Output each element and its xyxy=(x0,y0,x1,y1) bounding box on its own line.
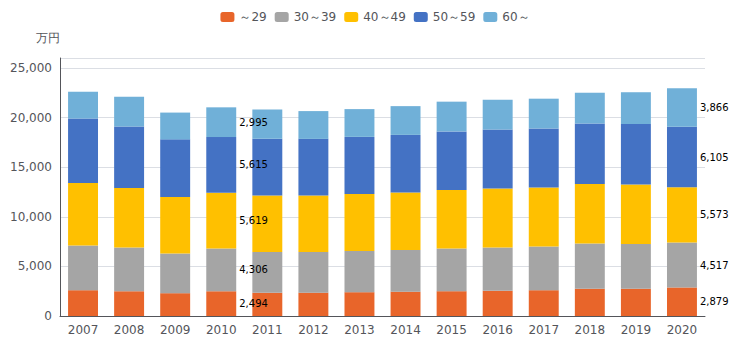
svg-text:5,619: 5,619 xyxy=(239,215,268,226)
svg-text:2,879: 2,879 xyxy=(700,296,729,307)
svg-text:3,866: 3,866 xyxy=(700,102,729,113)
svg-text:40～49: 40～49 xyxy=(363,10,406,24)
svg-text:2014: 2014 xyxy=(390,323,421,337)
svg-text:4,517: 4,517 xyxy=(700,260,729,271)
svg-text:2007: 2007 xyxy=(68,323,99,337)
svg-text:50～59: 50～59 xyxy=(433,10,476,24)
svg-text:5,000: 5,000 xyxy=(18,259,52,273)
svg-text:2,494: 2,494 xyxy=(239,298,268,309)
svg-text:2008: 2008 xyxy=(114,323,145,337)
svg-text:2012: 2012 xyxy=(298,323,329,337)
svg-text:2017: 2017 xyxy=(528,323,559,337)
svg-text:5,615: 5,615 xyxy=(239,159,268,170)
svg-text:10,000: 10,000 xyxy=(10,210,52,224)
svg-text:万円: 万円 xyxy=(36,31,60,45)
svg-text:2019: 2019 xyxy=(621,323,652,337)
svg-text:2015: 2015 xyxy=(436,323,467,337)
svg-text:2016: 2016 xyxy=(482,323,513,337)
svg-text:～29: ～29 xyxy=(239,10,266,24)
svg-text:2013: 2013 xyxy=(344,323,375,337)
svg-text:6,105: 6,105 xyxy=(700,152,729,163)
svg-text:30～39: 30～39 xyxy=(294,10,337,24)
svg-text:4,306: 4,306 xyxy=(239,264,268,275)
svg-text:20,000: 20,000 xyxy=(10,111,52,125)
svg-text:2,995: 2,995 xyxy=(239,117,268,128)
svg-text:2009: 2009 xyxy=(160,323,191,337)
svg-text:15,000: 15,000 xyxy=(10,160,52,174)
svg-text:2011: 2011 xyxy=(252,323,283,337)
svg-text:2020: 2020 xyxy=(667,323,698,337)
svg-text:60～: 60～ xyxy=(502,10,529,24)
svg-text:25,000: 25,000 xyxy=(10,61,52,75)
svg-text:2010: 2010 xyxy=(206,323,237,337)
svg-text:5,573: 5,573 xyxy=(700,209,729,220)
svg-text:2018: 2018 xyxy=(575,323,606,337)
svg-text:0: 0 xyxy=(44,309,52,323)
